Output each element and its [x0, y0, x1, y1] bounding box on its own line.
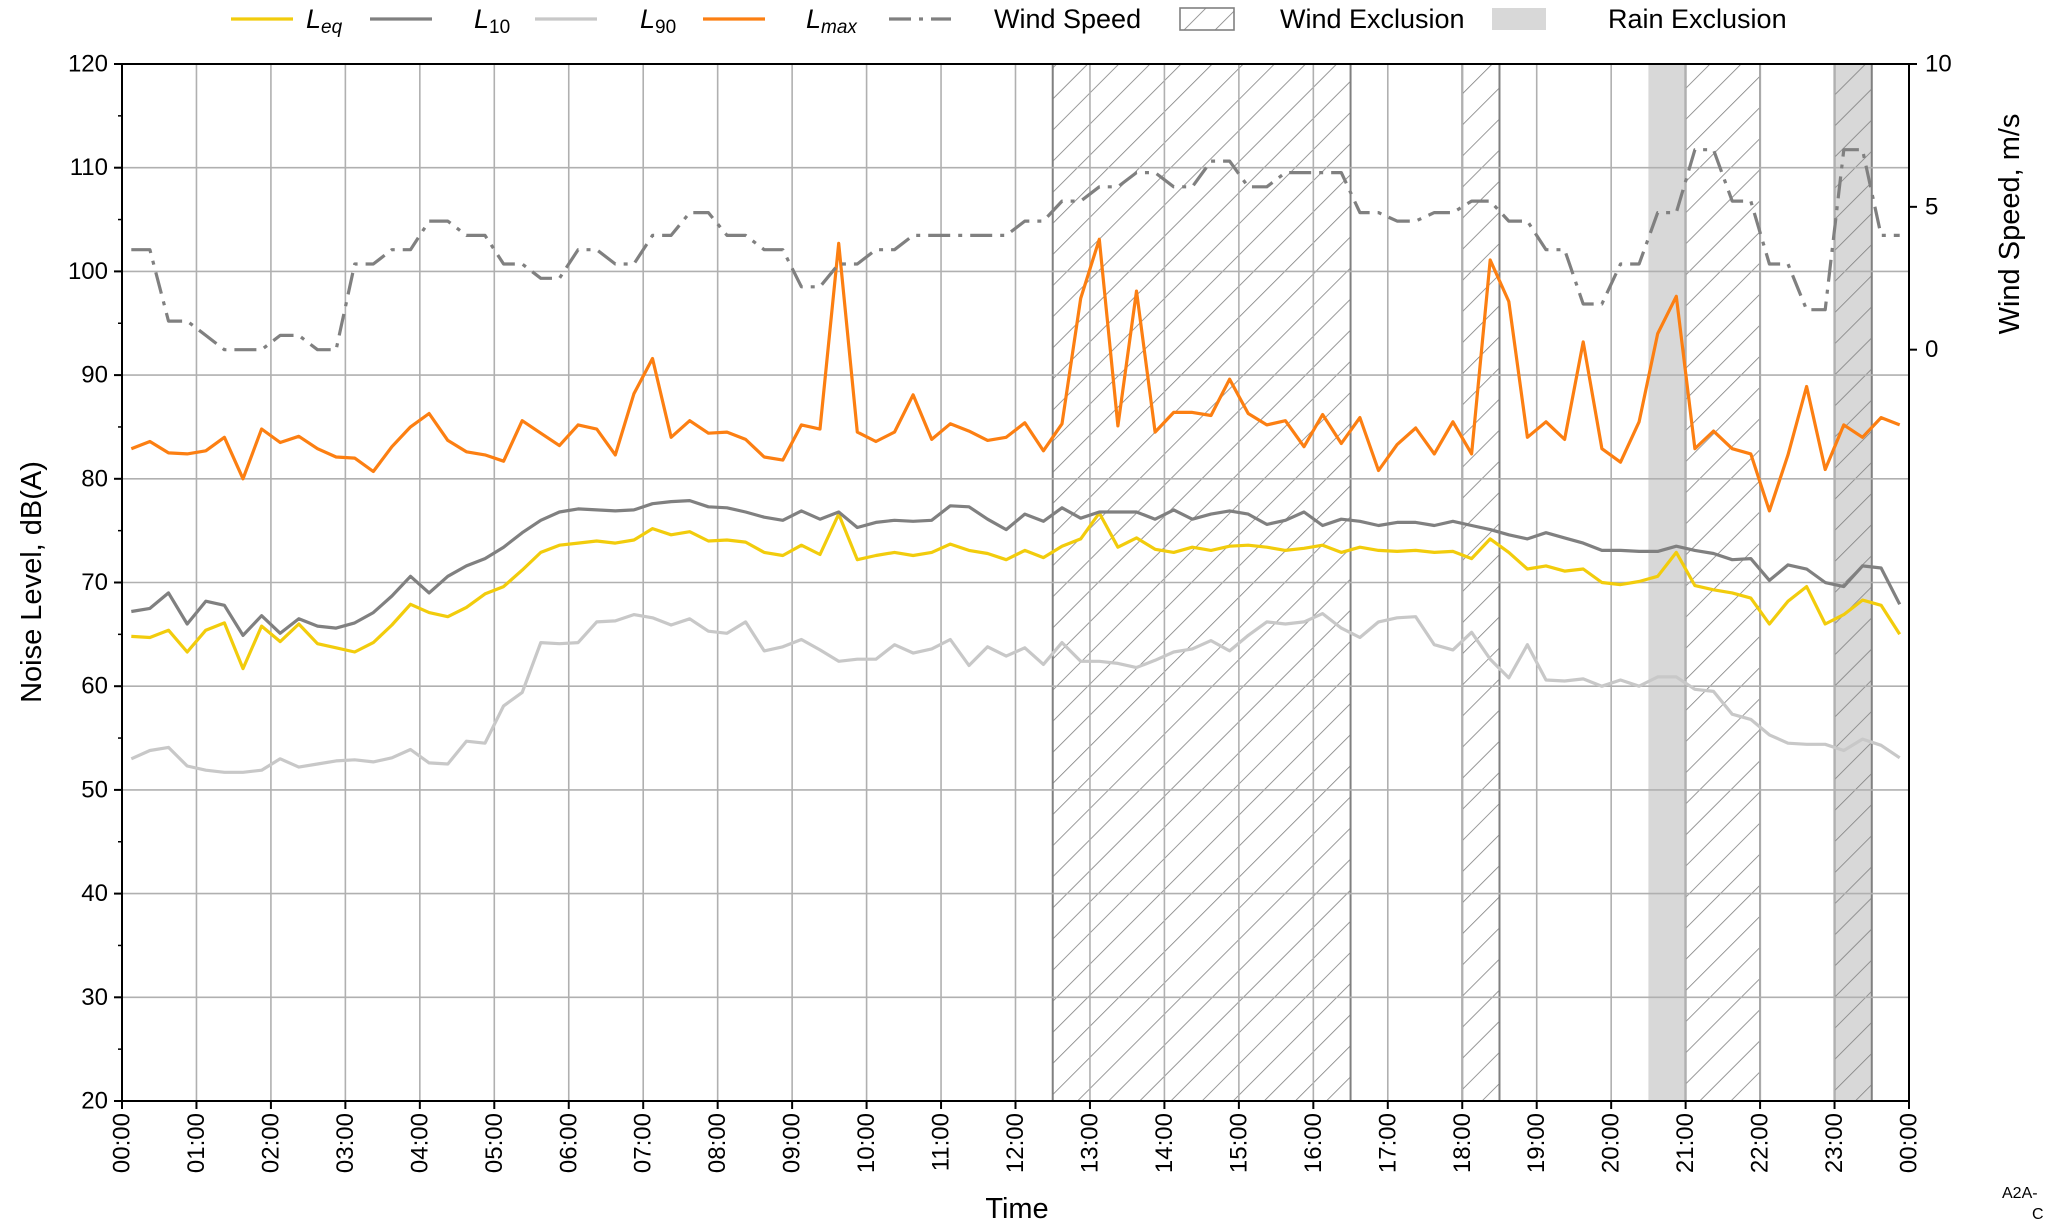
legend-label-l10: L10	[474, 4, 510, 38]
x-tick-label: 08:00	[704, 1113, 731, 1173]
tick-labels: 00:00 01:00 02:00 03:00 04:00 05:00 06:00 07:00…	[68, 51, 1952, 1174]
x-tick-label: 17:00	[1374, 1113, 1401, 1173]
x-tick-label: 04:00	[406, 1113, 433, 1173]
x-tick-label: 03:00	[332, 1113, 359, 1173]
x-tick-label: 18:00	[1449, 1113, 1476, 1173]
x-tick-label: 09:00	[779, 1113, 806, 1173]
x-tick-label: 02:00	[257, 1113, 284, 1173]
x-tick-label: 14:00	[1151, 1113, 1178, 1173]
y-axis-title: Noise Level, dB(A)	[16, 461, 48, 703]
x-tick-label: 06:00	[555, 1113, 582, 1173]
series-line-l90	[130, 611, 1901, 774]
y-tick-label: 120	[68, 51, 108, 78]
y2-tick-label: 10	[1925, 51, 1952, 78]
x-tick-label: 23:00	[1821, 1113, 1848, 1173]
y2-axis-title: Wind Speed, m/s	[1994, 114, 2026, 335]
series-line-leq	[131, 511, 1902, 671]
legend-handle-windex	[1179, 7, 1235, 31]
x-tick-label: 20:00	[1598, 1113, 1625, 1173]
y-tick-label: 50	[81, 776, 108, 803]
axes	[114, 63, 1917, 1109]
grid-lines	[121, 63, 1910, 1102]
x-tick-label: 15:00	[1225, 1113, 1252, 1173]
legend-label-leq: Leq	[306, 4, 343, 38]
x-tick-label: 05:00	[481, 1113, 508, 1173]
legend-label-l90: L90	[640, 4, 676, 38]
x-tick-label: 07:00	[630, 1113, 657, 1173]
y-tick-label: 90	[81, 362, 108, 389]
x-tick-label: 12:00	[1002, 1113, 1029, 1173]
y-tick-label: 100	[68, 258, 108, 285]
x-tick-label: 10:00	[853, 1113, 880, 1173]
legend-handle-rainex	[1492, 8, 1546, 30]
y-tick-label: 30	[81, 984, 108, 1011]
x-tick-label: 11:00	[928, 1113, 955, 1171]
y-tick-label: 40	[81, 880, 108, 907]
y-tick-label: 60	[81, 673, 108, 700]
y2-tick-label: 5	[1925, 193, 1938, 220]
y2-tick-label: 0	[1925, 336, 1938, 363]
x-tick-label: 13:00	[1076, 1113, 1103, 1173]
y-tick-label: 110	[70, 154, 108, 181]
x-tick-label: 00:00	[1896, 1113, 1923, 1173]
x-tick-label: 19:00	[1523, 1113, 1550, 1173]
series-line-lmax	[130, 237, 1901, 513]
legend-label-wind: Wind Speed	[994, 4, 1141, 34]
legend-label-windex: Wind Exclusion	[1280, 4, 1465, 34]
series-line-l10	[131, 499, 1902, 638]
x-tick-label: 21:00	[1672, 1113, 1699, 1173]
legend-label-rainex: Rain Exclusion	[1608, 4, 1787, 34]
x-axis-title: Time	[985, 1193, 1048, 1224]
corner-note-line1: A2A-	[2002, 1185, 2038, 1202]
x-tick-label: 00:00	[109, 1113, 136, 1173]
y-tick-label: 70	[81, 569, 108, 596]
x-tick-label: 22:00	[1747, 1113, 1774, 1173]
legend-label-lmax: Lmax	[806, 4, 858, 38]
x-tick-label: 16:00	[1300, 1113, 1327, 1173]
data-series	[130, 148, 1902, 774]
series-line-wind-speed	[131, 148, 1900, 352]
x-tick-label: 01:00	[183, 1113, 210, 1173]
y-tick-label: 20	[81, 1088, 108, 1115]
corner-note-line2: C	[2032, 1206, 2044, 1223]
y-tick-label: 80	[81, 465, 108, 492]
legend: Leq L10 L90 Lmax Wind Speed Wind Exclusion Rai…	[231, 4, 1787, 38]
